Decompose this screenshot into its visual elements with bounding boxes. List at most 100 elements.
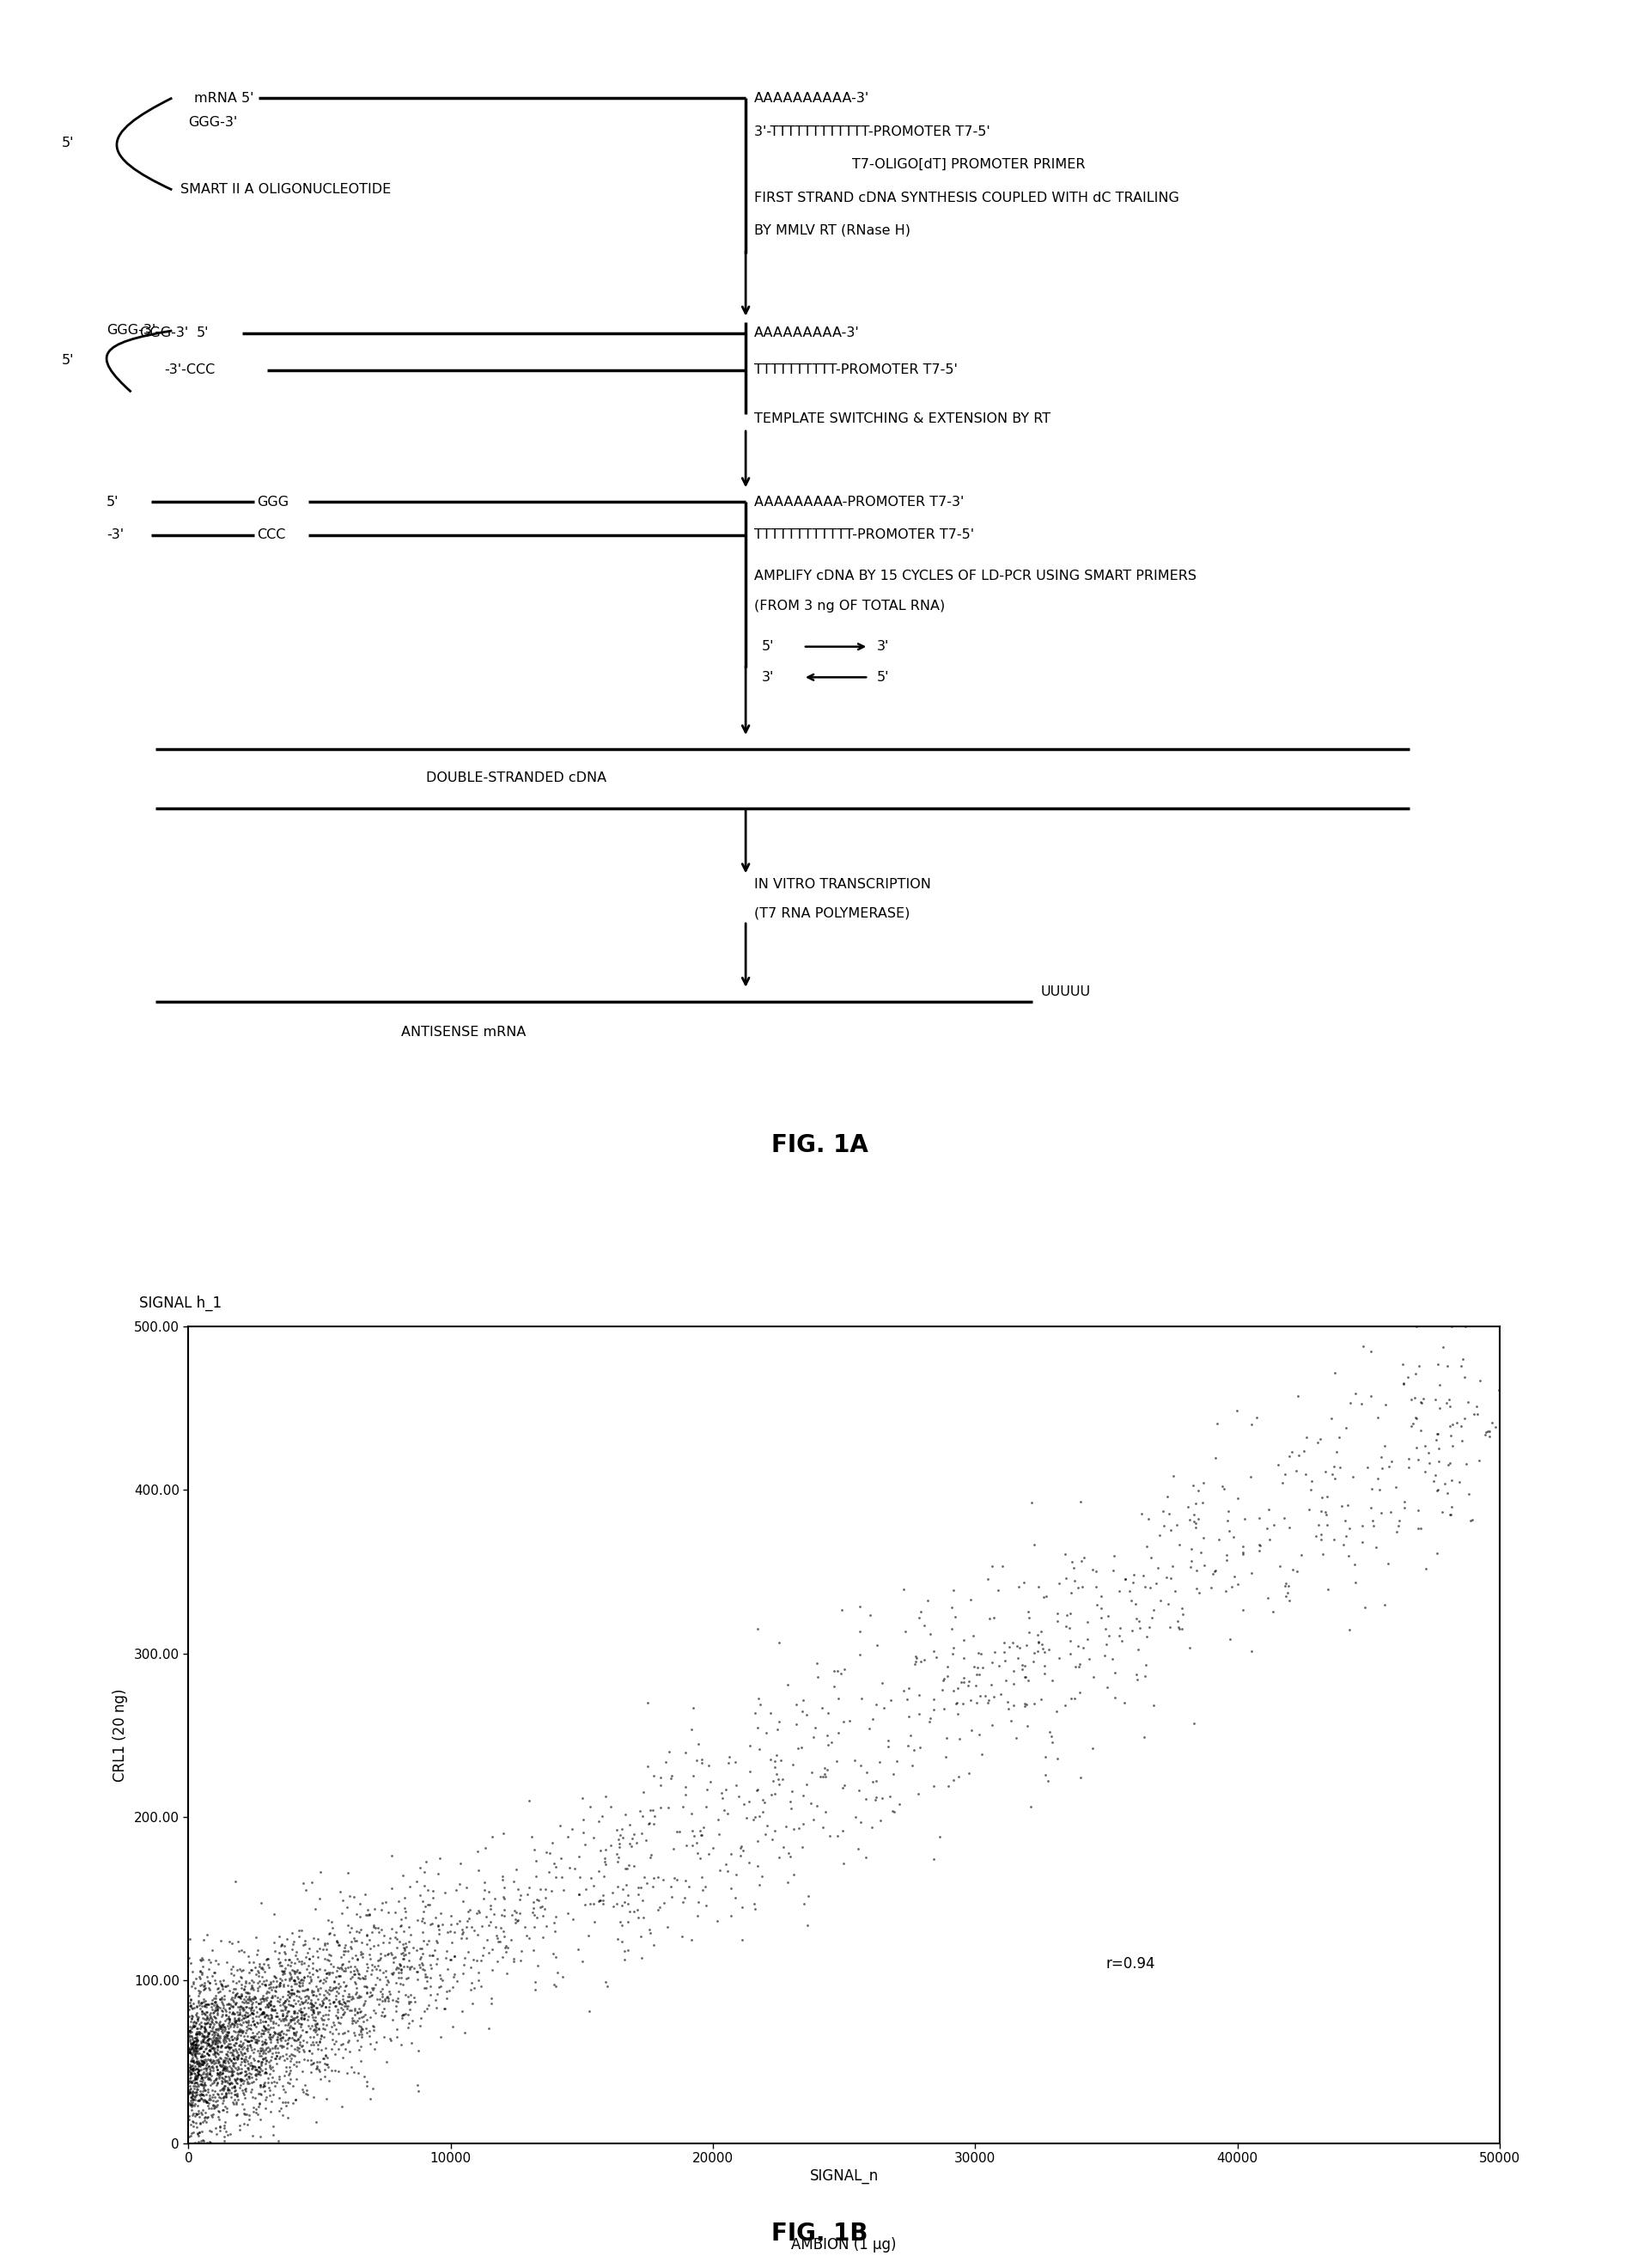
Point bbox=[722, 1855, 749, 1892]
Point bbox=[975, 1683, 1001, 1719]
Point bbox=[672, 1735, 698, 1771]
Point bbox=[288, 1996, 314, 2032]
Point bbox=[333, 1932, 359, 1969]
Point bbox=[287, 1994, 313, 2030]
Point bbox=[747, 1685, 773, 1721]
Point bbox=[621, 1848, 647, 1885]
Point bbox=[197, 2080, 223, 2116]
Point bbox=[254, 1987, 280, 2023]
Point bbox=[219, 2032, 246, 2068]
Point bbox=[742, 1892, 768, 1928]
Point bbox=[318, 2009, 344, 2046]
Point bbox=[498, 1896, 524, 1932]
Point bbox=[349, 1998, 375, 2034]
Point bbox=[290, 1964, 316, 2000]
Point bbox=[262, 2028, 288, 2064]
Point bbox=[180, 2077, 206, 2114]
Point bbox=[975, 1685, 1001, 1721]
Point bbox=[195, 2005, 221, 2041]
Point bbox=[829, 1769, 855, 1805]
Point bbox=[177, 2023, 203, 2059]
Point bbox=[175, 2032, 201, 2068]
Point bbox=[182, 2048, 208, 2084]
Point bbox=[256, 2014, 282, 2050]
Point bbox=[254, 2059, 280, 2096]
Point bbox=[441, 1960, 467, 1996]
Point bbox=[413, 1926, 439, 1962]
Point bbox=[244, 1973, 270, 2009]
Point bbox=[1260, 1506, 1286, 1542]
Point bbox=[745, 1799, 771, 1835]
Point bbox=[185, 2016, 211, 2053]
Point bbox=[360, 1971, 387, 2007]
Point bbox=[200, 2021, 226, 2057]
Point bbox=[210, 2007, 236, 2043]
Point bbox=[179, 2064, 205, 2100]
Point bbox=[632, 1821, 658, 1857]
Point bbox=[177, 2057, 203, 2093]
Point bbox=[1402, 1309, 1428, 1345]
Point bbox=[203, 2084, 229, 2121]
Point bbox=[247, 2003, 274, 2039]
Point bbox=[277, 2055, 303, 2091]
Point bbox=[244, 1953, 270, 1989]
Point bbox=[187, 2125, 213, 2161]
Point bbox=[288, 1998, 314, 2034]
Point bbox=[1348, 1386, 1374, 1422]
Point bbox=[188, 2114, 215, 2150]
Point bbox=[254, 1975, 280, 2012]
Point bbox=[378, 1982, 405, 2019]
Point bbox=[303, 2005, 329, 2041]
Point bbox=[298, 1962, 324, 1998]
Point bbox=[267, 1991, 293, 2028]
Point bbox=[1378, 1442, 1404, 1479]
Point bbox=[256, 1984, 282, 2021]
Text: FIG. 1A: FIG. 1A bbox=[770, 1134, 868, 1157]
Point bbox=[190, 2071, 216, 2107]
Point bbox=[187, 2032, 213, 2068]
Point bbox=[375, 1980, 401, 2016]
Point bbox=[437, 1905, 464, 1941]
Point bbox=[187, 1966, 213, 2003]
Point bbox=[634, 1685, 660, 1721]
Point bbox=[324, 1984, 351, 2021]
Point bbox=[305, 2048, 331, 2084]
Point bbox=[375, 1973, 401, 2009]
Point bbox=[542, 1860, 568, 1896]
Point bbox=[550, 1871, 577, 1907]
Point bbox=[346, 1980, 372, 2016]
Point bbox=[211, 2025, 238, 2062]
Point bbox=[410, 1935, 436, 1971]
Point bbox=[1274, 1574, 1301, 1610]
Point bbox=[259, 2075, 285, 2112]
Point bbox=[326, 2030, 352, 2066]
Point bbox=[231, 2071, 257, 2107]
Point bbox=[367, 1937, 393, 1973]
Point bbox=[251, 2066, 277, 2102]
Point bbox=[303, 1984, 329, 2021]
Point bbox=[224, 2016, 251, 2053]
Point bbox=[192, 2050, 218, 2087]
Point bbox=[390, 1948, 416, 1984]
Point bbox=[419, 1937, 446, 1973]
Point bbox=[203, 2087, 229, 2123]
Point bbox=[405, 2066, 431, 2102]
Point bbox=[182, 2037, 208, 2073]
Point bbox=[1199, 1556, 1225, 1592]
Point bbox=[300, 2028, 326, 2064]
Point bbox=[188, 2043, 215, 2080]
Point bbox=[211, 2105, 238, 2141]
Point bbox=[187, 1941, 213, 1978]
Point bbox=[282, 1946, 308, 1982]
Point bbox=[1448, 1422, 1474, 1458]
Point bbox=[341, 1964, 367, 2000]
Point bbox=[372, 1998, 398, 2034]
Point bbox=[179, 2116, 205, 2152]
Point bbox=[581, 1903, 608, 1939]
Point bbox=[966, 1635, 993, 1672]
Point bbox=[428, 1896, 454, 1932]
Point bbox=[216, 2041, 242, 2077]
Point bbox=[177, 2084, 203, 2121]
Point bbox=[298, 1864, 324, 1901]
Point bbox=[1130, 1719, 1156, 1755]
